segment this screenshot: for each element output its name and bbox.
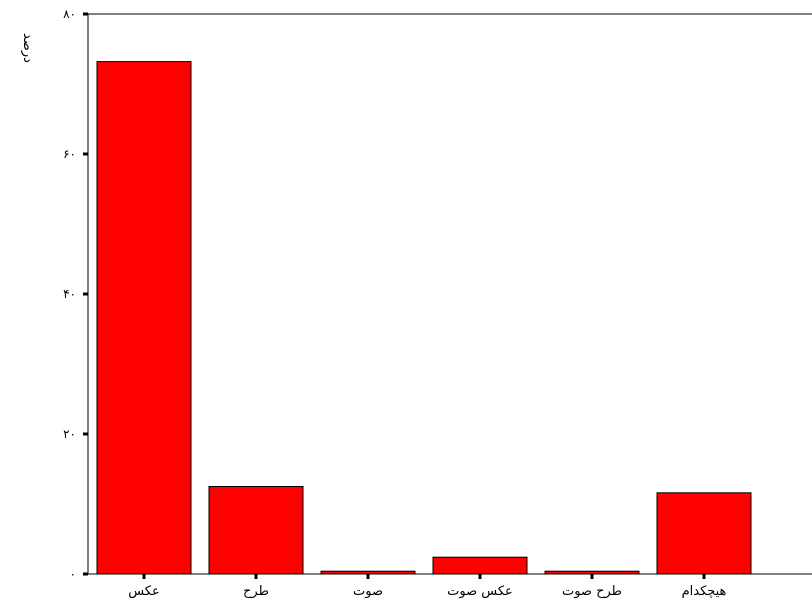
- y-tick: [83, 432, 88, 436]
- x-tick-label: طرح: [243, 584, 269, 599]
- x-tick-label: صوت: [353, 584, 383, 599]
- x-tick: [254, 574, 258, 579]
- y-tick-label: ۴۰: [63, 287, 76, 301]
- bar: [208, 486, 304, 575]
- y-axis-label: درصد: [20, 33, 35, 63]
- y-tick: [83, 152, 88, 156]
- x-axis: عکس طرح صوت عکس صوت طرح صوت هیچکدام: [88, 573, 812, 599]
- y-tick: [83, 292, 88, 296]
- x-tick-label: عکس صوت: [447, 584, 513, 599]
- bars: [96, 61, 752, 575]
- x-tick: [590, 574, 594, 579]
- x-tick: [366, 574, 370, 579]
- x-tick: [142, 574, 146, 579]
- y-tick-label: ۲۰: [63, 427, 76, 441]
- x-tick-label: هیچکدام: [682, 584, 727, 599]
- y-axis: ۰ ۲۰ ۴۰ ۶۰ ۸۰: [63, 7, 89, 581]
- x-tick: [478, 574, 482, 579]
- bar: [96, 61, 192, 575]
- y-tick: [83, 12, 88, 16]
- x-tick-label: طرح صوت: [562, 584, 622, 599]
- bar: [656, 492, 752, 575]
- x-tick-label: عکس: [128, 584, 160, 599]
- y-tick-label: ۶۰: [63, 147, 76, 161]
- x-tick: [702, 574, 706, 579]
- y-tick-label: ۸۰: [63, 7, 76, 21]
- bar: [432, 556, 528, 575]
- y-tick-label: ۰: [70, 567, 76, 581]
- y-tick: [83, 572, 88, 576]
